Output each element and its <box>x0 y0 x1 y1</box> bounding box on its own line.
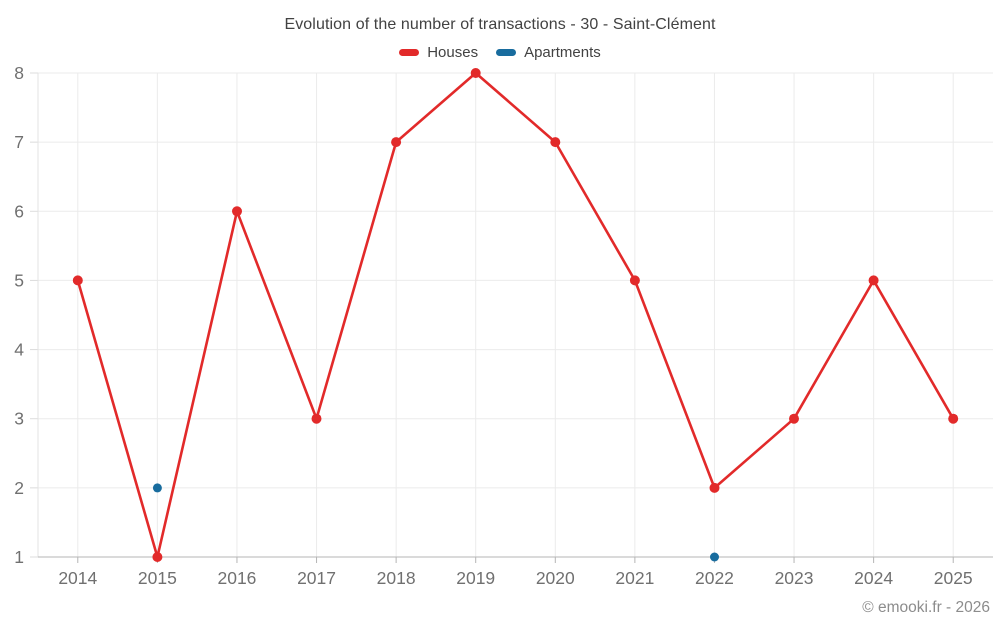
axes <box>30 72 993 563</box>
x-axis-tick-label: 2020 <box>536 568 575 588</box>
legend-label-houses: Houses <box>427 44 479 61</box>
legend-label-apartments: Apartments <box>524 44 601 61</box>
x-axis-tick-label: 2023 <box>775 568 814 588</box>
houses-point-2024 <box>868 275 879 286</box>
legend-item-apartments[interactable]: Apartments <box>496 44 601 61</box>
axis-labels: 1 2 3 4 5 6 7 8 2014 2015 2016 2017 2018 2019 2020 2021… <box>14 63 972 588</box>
chart-legend: Houses Apartments <box>0 44 1000 61</box>
x-axis-tick-label: 2025 <box>934 568 973 588</box>
houses-series-line <box>76 71 955 559</box>
apartments-point-2022 <box>710 552 719 562</box>
x-axis-tick-label: 2019 <box>456 568 495 588</box>
y-axis-tick-label: 4 <box>14 340 24 360</box>
x-axis-tick-label: 2022 <box>695 568 734 588</box>
houses-point-2015 <box>152 552 163 562</box>
x-axis-tick-label: 2016 <box>217 568 256 588</box>
y-axis-tick-label: 8 <box>14 63 24 83</box>
houses-point-2016 <box>232 206 242 217</box>
houses-point-2018 <box>391 137 402 148</box>
copyright-watermark: © emooki.fr - 2026 <box>862 599 990 616</box>
y-axis-tick-label: 2 <box>14 478 24 498</box>
series-layer <box>72 68 959 562</box>
y-axis-tick-label: 6 <box>14 201 24 221</box>
x-axis-tick-label: 2018 <box>377 568 416 588</box>
x-axis-tick-label: 2017 <box>297 568 336 588</box>
houses-point-2025 <box>948 413 959 424</box>
houses-point-2022 <box>709 482 720 493</box>
gridlines <box>38 72 993 557</box>
y-axis-tick-label: 7 <box>14 132 24 152</box>
apartments-series-swatch-icon <box>496 49 517 56</box>
houses-point-2021 <box>629 275 640 286</box>
x-axis-tick-label: 2014 <box>58 568 97 588</box>
houses-point-2017 <box>311 413 322 424</box>
houses-series-swatch-icon <box>399 49 420 56</box>
x-axis-tick-label: 2015 <box>138 568 177 588</box>
houses-point-2014 <box>72 275 83 286</box>
houses-point-2023 <box>789 413 799 424</box>
y-axis-tick-label: 5 <box>14 270 24 290</box>
legend-item-houses[interactable]: Houses <box>399 44 478 61</box>
y-axis-tick-label: 1 <box>14 547 24 567</box>
x-axis-tick-label: 2024 <box>854 568 893 588</box>
y-axis-tick-label: 3 <box>14 409 24 429</box>
houses-point-2020 <box>550 137 561 148</box>
chart-title: Evolution of the number of transactions … <box>284 16 716 33</box>
x-axis-tick-label: 2021 <box>615 568 654 588</box>
apartments-point-2015 <box>152 483 162 493</box>
houses-point-2019 <box>470 68 481 78</box>
